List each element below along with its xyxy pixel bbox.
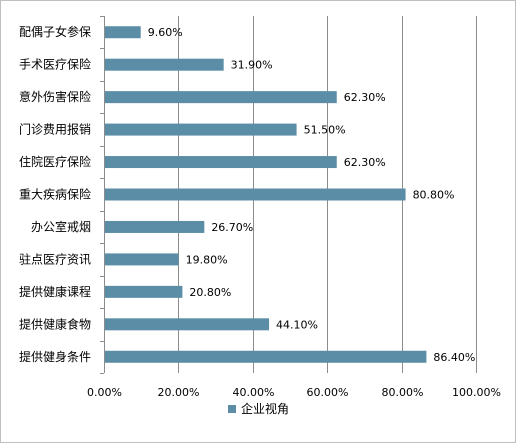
bar — [105, 156, 337, 169]
data-label: 80.80% — [413, 189, 455, 202]
data-label: 51.50% — [304, 124, 346, 137]
bar — [105, 220, 205, 233]
legend-swatch — [228, 405, 236, 413]
category-label: 意外伤害保险 — [19, 89, 91, 104]
bar — [105, 285, 183, 298]
x-tick-label: 100.00% — [452, 386, 501, 399]
data-label: 62.30% — [344, 156, 386, 169]
bar — [105, 58, 224, 71]
category-label: 配偶子女参保 — [19, 24, 91, 39]
category-label: 门诊费用报销 — [19, 122, 91, 137]
category-label: 提供健康食物 — [19, 316, 91, 331]
data-label: 20.80% — [189, 286, 231, 299]
data-label: 26.70% — [211, 221, 253, 234]
bar — [105, 350, 427, 363]
bar — [105, 253, 179, 266]
bar — [105, 26, 141, 39]
category-label: 住院医疗保险 — [19, 154, 91, 169]
bar — [105, 123, 297, 136]
x-tick-label: 60.00% — [307, 386, 349, 399]
x-tick-label: 20.00% — [158, 386, 200, 399]
category-label: 手术医疗保险 — [19, 57, 91, 72]
bar — [105, 91, 337, 104]
category-label: 驻点医疗资讯 — [19, 251, 91, 266]
data-label: 62.30% — [344, 91, 386, 104]
category-label: 提供健身条件 — [19, 349, 91, 364]
category-label: 提供健康课程 — [19, 284, 91, 299]
data-label: 86.40% — [433, 351, 475, 364]
data-label: 9.60% — [148, 26, 183, 39]
legend-label: 企业视角 — [241, 401, 289, 416]
x-tick-label: 0.00% — [87, 386, 122, 399]
data-label: 19.80% — [186, 253, 228, 266]
category-label: 重大疾病保险 — [19, 187, 91, 202]
x-tick-label: 80.00% — [382, 386, 424, 399]
data-label: 31.90% — [231, 59, 273, 72]
data-label: 44.10% — [276, 318, 318, 331]
bar — [105, 318, 270, 331]
category-label: 办公室戒烟 — [31, 219, 91, 234]
x-tick-label: 40.00% — [233, 386, 275, 399]
bar — [105, 188, 406, 201]
